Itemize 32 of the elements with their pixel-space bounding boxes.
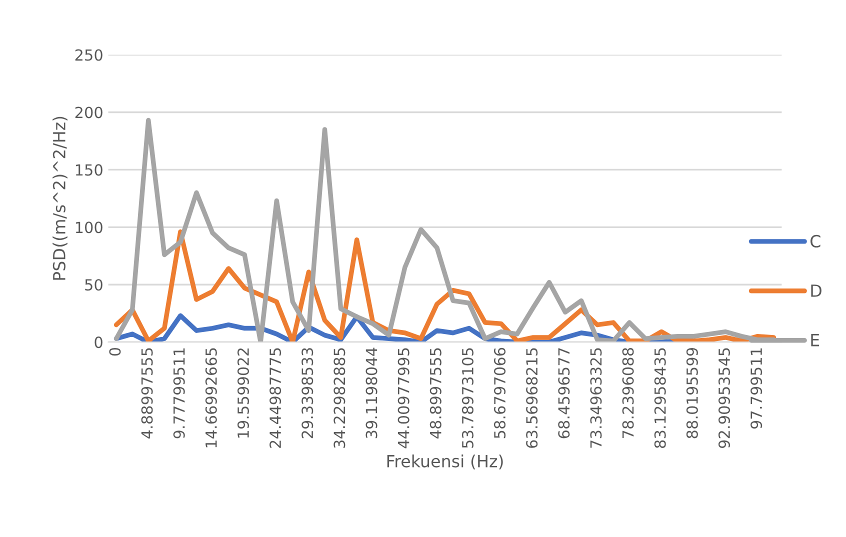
legend-label: D — [811, 284, 822, 297]
x-tick-label: 88.0195599 — [686, 348, 698, 438]
x-tick-label: 78.2396088 — [622, 348, 634, 438]
x-tick-label: 14.66992665 — [205, 348, 217, 448]
x-tick-label: 53.78973105 — [462, 348, 474, 448]
x-tick-label: 58.6797066 — [494, 348, 506, 438]
y-tick-label: 250 — [75, 49, 102, 61]
x-tick-label: 48.8997555 — [430, 348, 442, 439]
legend-label: E — [811, 334, 820, 346]
x-tick-label: 44.00977995 — [398, 348, 410, 448]
x-axis-title: Frekuensi (Hz) — [387, 454, 503, 470]
x-tick-label: 63.56968215 — [526, 348, 538, 448]
y-tick-label: 150 — [76, 164, 102, 176]
x-tick-label: 34.22982885 — [334, 348, 346, 448]
x-tick-label: 29.3398533 — [302, 348, 314, 438]
y-tick-label: 50 — [85, 279, 102, 291]
x-tick-label: 39.1198044 — [366, 348, 378, 438]
x-tick-label: 24.44987775 — [270, 348, 282, 448]
x-tick-label: 83.12958435 — [654, 348, 666, 448]
legend-label: C — [810, 234, 820, 248]
x-tick-label: 97.799511 — [750, 348, 762, 429]
y-tick-label: 200 — [75, 106, 102, 118]
x-tick-label: 0 — [109, 348, 121, 356]
x-tick-label: 92.90953545 — [718, 348, 730, 448]
y-tick-label: 0 — [94, 336, 102, 348]
x-tick-label: 73.34963325 — [590, 348, 602, 448]
y-tick-label: 100 — [76, 222, 102, 234]
y-axis-title: PSD((m/s^2)^2/Hz) — [52, 116, 68, 280]
x-tick-label: 68.4596577 — [558, 348, 570, 438]
x-tick-label: 19.5599022 — [237, 348, 250, 438]
x-tick-label: 9.77799511 — [173, 348, 185, 438]
x-tick-label: 4.88997555 — [141, 348, 153, 439]
